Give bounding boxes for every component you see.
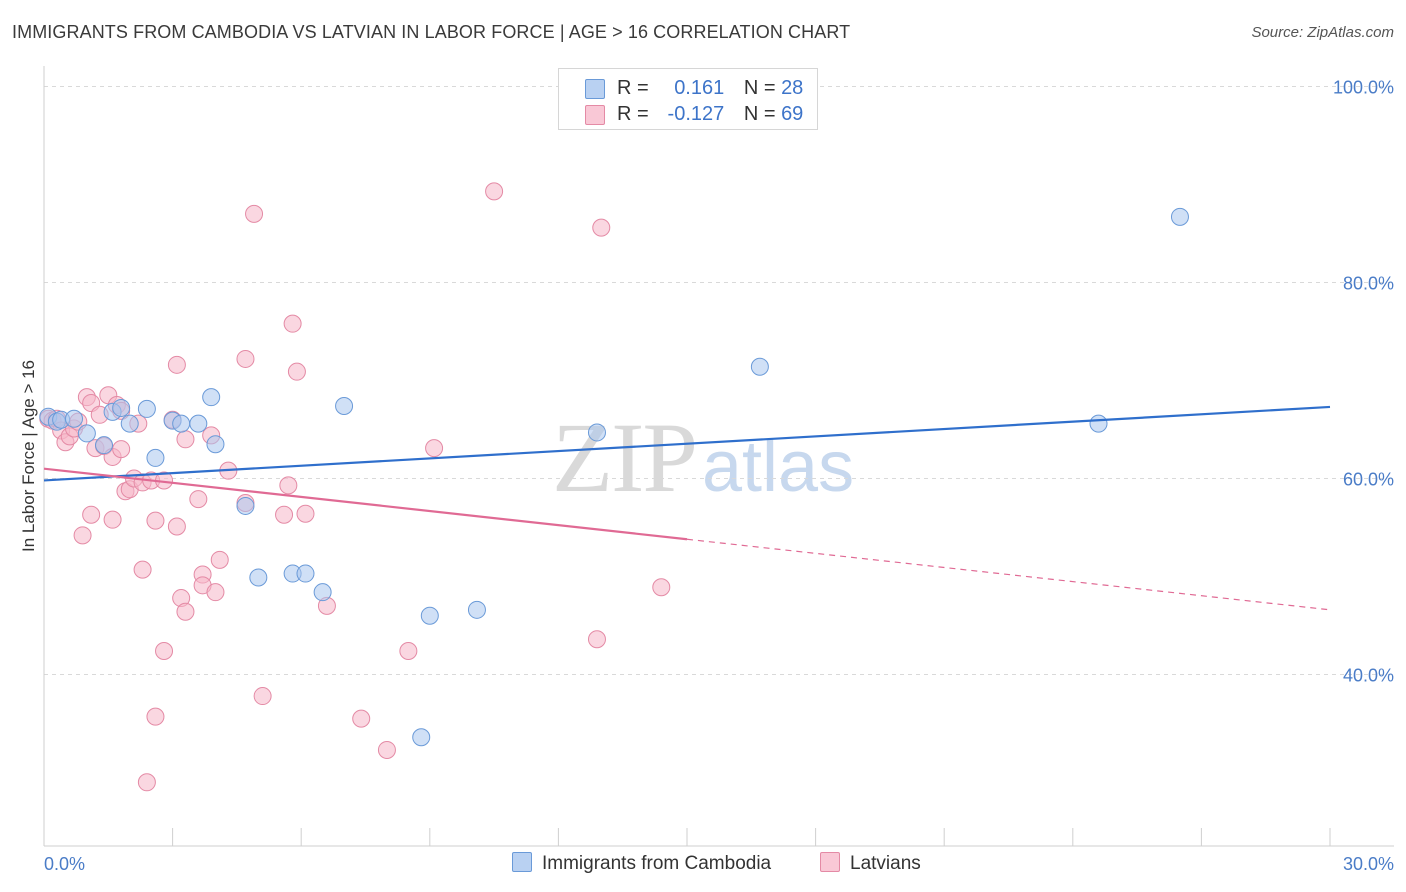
- legend-swatch-blue: [585, 79, 605, 99]
- y-tick-label: 60.0%: [1343, 470, 1394, 490]
- cambodia-point: [420, 606, 439, 625]
- chart-title: IMMIGRANTS FROM CAMBODIA VS LATVIAN IN L…: [12, 22, 851, 42]
- cambodia-points: [39, 207, 1189, 747]
- latvians-point: [275, 505, 294, 524]
- latvians-point: [210, 550, 229, 569]
- bottom-legend-latvians[interactable]: Latvians: [820, 852, 921, 875]
- source-label: Source: ZipAtlas.com: [1251, 24, 1394, 41]
- cambodia-point: [296, 564, 315, 583]
- latvians-point: [296, 504, 315, 523]
- y-tick-label: 100.0%: [1333, 78, 1394, 98]
- latvians-point: [137, 773, 156, 792]
- cambodia-point: [77, 424, 96, 443]
- latvians-point: [352, 709, 371, 728]
- watermark-zip: ZIP: [552, 402, 698, 513]
- bottom-legend-label: Latvians: [850, 853, 921, 874]
- latvians-point: [146, 707, 165, 726]
- latvians-point: [155, 641, 174, 660]
- cambodia-point: [236, 496, 255, 515]
- y-tick-label: 80.0%: [1343, 274, 1394, 294]
- legend-swatch-pink: [585, 105, 605, 125]
- bottom-legend-swatch-blue: [512, 852, 532, 872]
- legend-n-label: N =: [743, 77, 776, 99]
- latvians-points: [39, 182, 671, 792]
- y-tick-labels: 40.0% 60.0% 80.0% 100.0%: [1333, 78, 1394, 686]
- correlation-legend: R = 0.161 N = 28 R = -0.127 N = 69: [558, 68, 818, 130]
- latvians-point: [652, 578, 671, 597]
- latvians-point: [279, 476, 298, 495]
- cambodia-point: [206, 435, 225, 454]
- bottom-legend-label: Immigrants from Cambodia: [542, 853, 772, 874]
- latvians-point: [236, 349, 255, 368]
- latvians-point: [245, 204, 264, 223]
- latvians-point: [287, 362, 306, 381]
- latvians-point: [112, 440, 131, 459]
- latvians-point: [253, 687, 272, 706]
- cambodia-point: [750, 357, 769, 376]
- latvians-point: [146, 511, 165, 530]
- cambodia-point: [1170, 207, 1189, 226]
- cambodia-point: [146, 448, 165, 467]
- y-tick-label: 40.0%: [1343, 666, 1394, 686]
- cambodia-point: [112, 398, 131, 417]
- legend-r-value: 0.161: [674, 77, 725, 99]
- legend-r-label: R =: [617, 103, 649, 125]
- latvians-point: [167, 517, 186, 536]
- trend-lines: [43, 405, 1331, 611]
- cambodia-point: [313, 583, 332, 602]
- legend-r-value: -0.127: [667, 103, 725, 125]
- latvians-point: [73, 526, 92, 545]
- cambodia-trend-line: [43, 405, 1331, 482]
- x-tick-label-max: 30.0%: [1343, 854, 1394, 874]
- cambodia-point: [587, 423, 606, 442]
- cambodia-point: [120, 414, 139, 433]
- latvians-point: [176, 430, 195, 449]
- latvians-trend-extension: [686, 538, 1331, 611]
- latvians-point: [103, 510, 122, 529]
- latvians-point: [485, 182, 504, 201]
- cambodia-point: [467, 600, 486, 619]
- grid-lines: [44, 86, 1394, 675]
- cambodia-point: [172, 414, 191, 433]
- latvians-point: [176, 602, 195, 621]
- latvians-point: [283, 314, 302, 333]
- legend-n-label: N =: [743, 103, 776, 125]
- cambodia-point: [249, 568, 268, 587]
- cambodia-point: [202, 388, 221, 407]
- legend-n-value: 28: [781, 77, 804, 99]
- latvians-point: [592, 218, 611, 237]
- y-axis-title: In Labor Force | Age > 16: [19, 360, 38, 552]
- legend-r-label: R =: [617, 77, 649, 99]
- legend-n-value: 69: [781, 103, 804, 125]
- cambodia-point: [95, 436, 114, 455]
- bottom-legend-cambodia[interactable]: Immigrants from Cambodia: [512, 852, 771, 875]
- cambodia-point: [65, 409, 84, 428]
- latvians-point: [399, 641, 418, 660]
- latvians-point: [206, 583, 225, 602]
- bottom-legend-swatch-pink: [820, 852, 840, 872]
- latvians-point: [189, 490, 208, 509]
- cambodia-point: [189, 414, 208, 433]
- latvians-point: [587, 630, 606, 649]
- latvians-point: [377, 740, 396, 759]
- x-ticks: [43, 828, 1331, 846]
- x-tick-label-min: 0.0%: [44, 854, 85, 874]
- cambodia-point: [412, 728, 431, 747]
- axes: [43, 66, 1394, 847]
- latvians-point: [82, 505, 101, 524]
- cambodia-point: [335, 396, 354, 415]
- cambodia-point: [1089, 414, 1108, 433]
- cambodia-point: [137, 399, 156, 418]
- latvians-trend-line: [43, 467, 688, 541]
- latvians-point: [167, 355, 186, 374]
- latvians-point: [133, 560, 152, 579]
- latvians-point: [425, 439, 444, 458]
